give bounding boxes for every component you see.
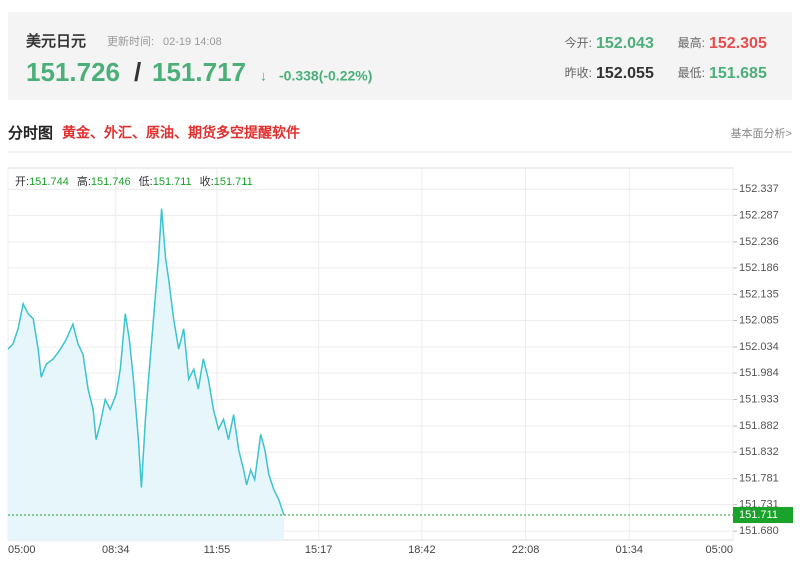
summary-value: 151.746 xyxy=(91,176,131,188)
summary-value: 151.744 xyxy=(29,176,69,188)
stat-label: 最高: xyxy=(678,35,705,50)
bid-price: 151.726 xyxy=(26,57,120,87)
y-tick-label: 151.882 xyxy=(739,420,779,432)
x-tick-label: 08:34 xyxy=(102,544,130,556)
update-label: 更新时间: xyxy=(107,34,154,48)
ask-price: 151.717 xyxy=(152,57,246,87)
summary-value: 151.711 xyxy=(153,176,192,188)
promo-link[interactable]: 黄金、外汇、原油、期货多空提醒软件 xyxy=(62,125,300,141)
y-tick-label: 151.832 xyxy=(739,446,779,458)
y-tick-label: 152.085 xyxy=(739,314,779,326)
stat-label: 最低: xyxy=(678,66,705,80)
symbol-name: 美元日元 xyxy=(26,32,86,50)
price-change: -0.338(-0.22%) xyxy=(279,68,372,84)
y-tick-label: 151.781 xyxy=(739,473,779,485)
summary-label: 高: xyxy=(77,174,91,188)
stat-label: 昨收: xyxy=(565,66,592,80)
x-tick-label: 05:00 xyxy=(8,544,36,556)
section-title: 分时图 xyxy=(8,125,53,142)
y-tick-label: 151.933 xyxy=(739,393,779,405)
y-tick-label: 152.337 xyxy=(739,183,779,195)
separator: / xyxy=(134,57,141,87)
down-arrow: ↓ xyxy=(260,68,267,84)
y-tick-label: 152.034 xyxy=(739,341,779,353)
stat-value: 152.055 xyxy=(596,65,654,82)
x-tick-label: 01:34 xyxy=(616,544,644,556)
summary-label: 收: xyxy=(200,174,214,188)
x-tick-label: 11:55 xyxy=(204,544,231,556)
stat-value: 152.305 xyxy=(709,35,767,52)
x-tick-label: 22:08 xyxy=(512,544,540,556)
x-tick-label: 05:00 xyxy=(705,544,733,556)
y-tick-label: 151.680 xyxy=(739,525,779,537)
area-fill xyxy=(8,208,284,540)
analysis-link[interactable]: 基本面分析> xyxy=(731,126,792,140)
stat-value: 151.685 xyxy=(709,65,767,82)
price-line xyxy=(7,208,285,516)
quote-panel xyxy=(8,12,792,100)
stat-value: 152.043 xyxy=(596,35,654,52)
last-price-box xyxy=(733,507,793,524)
x-tick-label: 15:17 xyxy=(305,544,333,556)
y-tick-label: 152.287 xyxy=(739,209,779,221)
y-tick-label: 152.186 xyxy=(739,262,779,274)
y-tick-label: 152.236 xyxy=(739,236,779,248)
summary-label: 低: xyxy=(139,175,153,188)
x-tick-label: 18:42 xyxy=(408,544,436,556)
summary-label: 开: xyxy=(15,176,29,188)
update-time: 02-19 14:08 xyxy=(163,36,222,48)
stat-label: 今开: xyxy=(565,35,592,50)
last-price-label: 151.711 xyxy=(739,509,778,521)
y-tick-label: 151.984 xyxy=(739,367,779,379)
summary-value: 151.711 xyxy=(214,176,253,188)
y-tick-label: 152.135 xyxy=(739,288,779,300)
